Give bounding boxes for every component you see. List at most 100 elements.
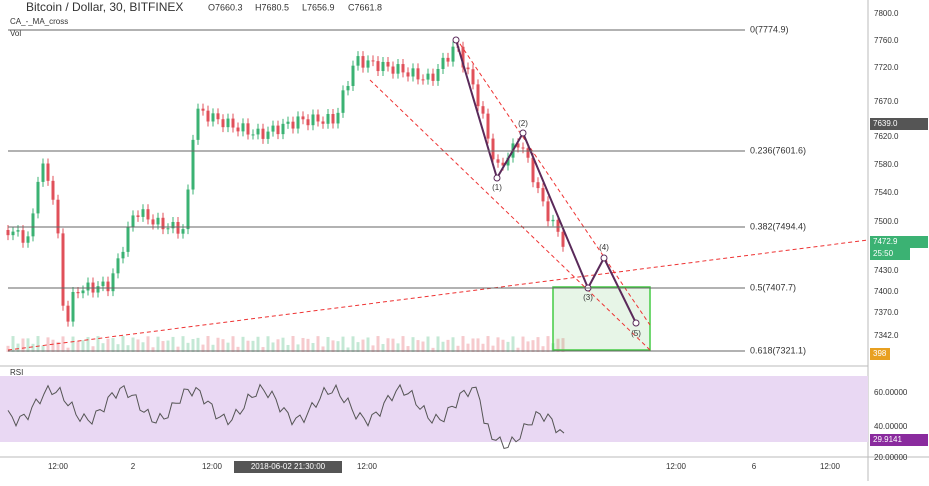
candle xyxy=(516,143,520,148)
time-tick: 12:00 xyxy=(48,462,69,471)
volume xyxy=(161,341,165,352)
price-tick: 7620.0 xyxy=(874,132,899,141)
volume xyxy=(76,341,80,352)
volume xyxy=(146,336,150,352)
price-badge-text: 7472.9 xyxy=(873,237,898,246)
candle xyxy=(221,119,225,128)
volume xyxy=(151,347,155,352)
candle xyxy=(286,121,290,124)
candle xyxy=(406,72,410,77)
volume xyxy=(406,346,410,352)
ohlc-low: L7656.9 xyxy=(302,2,335,12)
wave-label: (4) xyxy=(599,243,609,252)
volume xyxy=(416,340,420,352)
volume xyxy=(226,342,230,352)
indicator[interactable]: Vol xyxy=(10,29,21,38)
price-badge xyxy=(870,348,890,360)
candle xyxy=(86,282,90,291)
candle xyxy=(81,290,85,294)
volume xyxy=(196,337,200,352)
volume xyxy=(446,339,450,352)
volume xyxy=(301,337,305,352)
candle xyxy=(66,305,70,322)
price-tick: 7400.0 xyxy=(874,287,899,296)
candle xyxy=(46,163,50,181)
time-tick: 12:00 xyxy=(666,462,687,471)
volume xyxy=(251,340,255,352)
wave-label: (2) xyxy=(518,119,528,128)
volume xyxy=(86,337,90,352)
symbol[interactable]: Bitcoin / Dollar, 30, BITFINEX xyxy=(26,0,183,14)
volume xyxy=(461,336,465,352)
volume xyxy=(81,340,85,352)
candle xyxy=(111,273,115,292)
candle xyxy=(226,118,230,128)
candle xyxy=(31,213,35,237)
candle xyxy=(476,84,480,107)
volume xyxy=(361,339,365,352)
rsi-tick: 60.00000 xyxy=(874,388,908,397)
candle xyxy=(296,116,300,129)
candle xyxy=(36,181,40,214)
volume xyxy=(526,341,530,352)
fib-label: 0.382(7494.4) xyxy=(750,221,806,231)
volume xyxy=(456,345,460,352)
volume xyxy=(276,339,280,352)
candle xyxy=(426,73,430,80)
ohlc-high: H7680.5 xyxy=(255,2,289,12)
candle xyxy=(346,85,350,91)
fib-label: 0.236(7601.6) xyxy=(750,145,806,155)
candle xyxy=(546,201,550,222)
candle xyxy=(506,157,510,166)
volume xyxy=(441,341,445,352)
candle xyxy=(391,66,395,74)
volume xyxy=(181,336,185,352)
candle xyxy=(551,219,555,222)
candle xyxy=(76,292,80,294)
volume xyxy=(341,336,345,352)
rsi-label[interactable]: RSI xyxy=(10,368,23,377)
candle xyxy=(276,125,280,135)
candle xyxy=(131,215,135,227)
volume xyxy=(376,336,380,352)
volume xyxy=(131,337,135,352)
price-badge xyxy=(870,248,910,260)
volume xyxy=(351,336,355,352)
candle xyxy=(261,128,265,139)
price-tick: 7370.0 xyxy=(874,308,899,317)
candle xyxy=(556,219,560,232)
price-tick: 7670.0 xyxy=(874,97,899,106)
candle xyxy=(266,131,270,139)
volume xyxy=(326,336,330,352)
fib-label: 0(7774.9) xyxy=(750,24,789,34)
volume xyxy=(136,339,140,352)
price-tick: 7430.0 xyxy=(874,266,899,275)
volume xyxy=(166,340,170,352)
indicator[interactable]: CA_-_MA_cross xyxy=(10,17,68,26)
candle xyxy=(136,215,140,217)
time-tick: 12:00 xyxy=(820,462,841,471)
candle xyxy=(196,108,200,140)
volume xyxy=(246,340,250,352)
volume xyxy=(221,339,225,352)
volume xyxy=(471,338,475,352)
wave-label: (3) xyxy=(583,293,593,302)
volume xyxy=(486,336,490,352)
candle xyxy=(186,189,190,230)
candle xyxy=(251,134,255,136)
time-badge xyxy=(234,461,342,473)
volume xyxy=(21,338,25,352)
ohlc-open: O7660.3 xyxy=(208,2,243,12)
volume xyxy=(291,336,295,352)
volume xyxy=(426,336,430,352)
volume xyxy=(71,336,75,352)
volume xyxy=(436,336,440,352)
candle xyxy=(561,231,565,247)
volume xyxy=(236,346,240,352)
candle xyxy=(481,106,485,114)
volume xyxy=(391,338,395,352)
candle xyxy=(471,69,475,85)
volume xyxy=(561,338,565,352)
volume xyxy=(31,343,35,352)
volume xyxy=(401,336,405,352)
